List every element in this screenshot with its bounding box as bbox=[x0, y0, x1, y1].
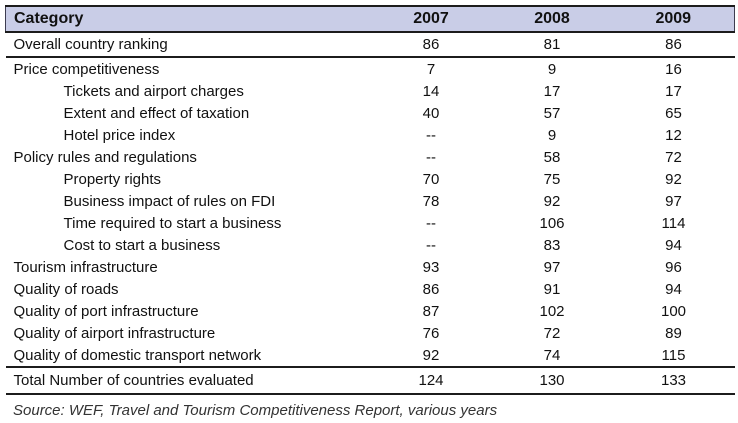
table-row: Hotel price index -- 9 12 bbox=[6, 124, 735, 146]
table-row: Business impact of rules on FDI 78 92 97 bbox=[6, 190, 735, 212]
row-value: 9 bbox=[547, 126, 557, 144]
row-value: 96 bbox=[665, 258, 682, 276]
row-value: 65 bbox=[665, 104, 682, 122]
row-value: 94 bbox=[665, 236, 682, 254]
row-value: 16 bbox=[665, 60, 682, 78]
row-value: 57 bbox=[543, 104, 561, 122]
column-header-2007: 2007 bbox=[370, 5, 492, 33]
rankings-table-container: Category 2007 2008 2009 Overall country … bbox=[5, 5, 735, 419]
total-row-value-2009: 133 bbox=[612, 366, 735, 395]
column-header-2009: 2009 bbox=[612, 5, 735, 33]
table-row: Policy rules and regulations -- 58 72 bbox=[6, 146, 735, 168]
row-value: 93 bbox=[422, 258, 440, 276]
row-value: 106 bbox=[539, 214, 565, 232]
header-row: Category 2007 2008 2009 bbox=[5, 5, 735, 33]
table-row: Cost to start a business -- 83 94 bbox=[6, 234, 735, 256]
row-label: Overall country ranking bbox=[5, 32, 371, 58]
row-label: Quality of port infrastructure bbox=[13, 302, 199, 320]
row-label: Property rights bbox=[63, 170, 162, 188]
row-value: 86 bbox=[612, 32, 735, 58]
row-value: -- bbox=[426, 148, 436, 166]
row-value: 97 bbox=[543, 258, 561, 276]
row-value: 89 bbox=[665, 324, 682, 342]
row-value: -- bbox=[426, 214, 436, 232]
row-value: 74 bbox=[543, 346, 561, 364]
row-value: 92 bbox=[543, 192, 561, 210]
row-value: 78 bbox=[422, 192, 440, 210]
row-value: 14 bbox=[422, 82, 440, 100]
row-value: -- bbox=[426, 126, 436, 144]
table-row: Tickets and airport charges 14 17 17 bbox=[6, 80, 735, 102]
total-row-value-2007: 124 bbox=[370, 366, 492, 395]
rankings-table: Category 2007 2008 2009 Overall country … bbox=[5, 5, 735, 395]
row-value: 58 bbox=[543, 148, 561, 166]
row-value: 9 bbox=[547, 60, 557, 78]
row-label: Tickets and airport charges bbox=[63, 82, 244, 100]
table-row: Extent and effect of taxation 40 57 65 bbox=[6, 102, 735, 124]
row-value: 17 bbox=[543, 82, 561, 100]
row-value: 87 bbox=[422, 302, 440, 320]
total-row-value-2008: 130 bbox=[491, 366, 613, 395]
row-value: 100 bbox=[660, 302, 687, 320]
row-label: Cost to start a business bbox=[63, 236, 221, 254]
row-value: 97 bbox=[665, 192, 682, 210]
row-value: 7 bbox=[426, 60, 436, 78]
table-row: Overall country ranking 86 81 86 bbox=[5, 32, 735, 58]
table-row: Price competitiveness 7 9 16 bbox=[6, 57, 735, 80]
total-row-label: Total Number of countries evaluated bbox=[5, 366, 371, 395]
row-label: Hotel price index bbox=[63, 126, 176, 144]
table-row: Property rights 70 75 92 bbox=[6, 168, 735, 190]
row-value: -- bbox=[426, 236, 436, 254]
row-value: 72 bbox=[543, 324, 561, 342]
row-value: 114 bbox=[661, 214, 686, 232]
row-label: Policy rules and regulations bbox=[13, 148, 197, 166]
row-label: Business impact of rules on FDI bbox=[63, 192, 276, 210]
table-row: Tourism infrastructure 93 97 96 bbox=[6, 256, 735, 278]
table-row: Time required to start a business -- 106 11… bbox=[6, 212, 735, 234]
table-row: Quality of roads 86 91 94 bbox=[6, 278, 735, 300]
row-value: 75 bbox=[543, 170, 561, 188]
row-value: 102 bbox=[539, 302, 565, 320]
column-header-category: Category bbox=[5, 5, 371, 33]
table-row: Quality of domestic transport network 92 7… bbox=[6, 344, 735, 367]
row-value: 12 bbox=[665, 126, 682, 144]
row-value: 76 bbox=[422, 324, 440, 342]
column-header-2008: 2008 bbox=[491, 5, 613, 33]
row-value: 86 bbox=[422, 280, 440, 298]
row-value: 17 bbox=[665, 82, 682, 100]
row-label: Time required to start a business bbox=[63, 214, 282, 232]
row-value: 86 bbox=[370, 32, 492, 58]
table-row: Quality of airport infrastructure 76 72 89 bbox=[6, 322, 735, 344]
row-value: 115 bbox=[661, 346, 686, 364]
total-row: Total Number of countries evaluated 124 … bbox=[5, 366, 735, 395]
row-value: 72 bbox=[665, 148, 682, 166]
row-label: Tourism infrastructure bbox=[13, 258, 158, 276]
row-value: 81 bbox=[491, 32, 613, 58]
row-value: 70 bbox=[422, 170, 440, 188]
table-body: Overall country ranking 86 81 86 Price compe… bbox=[5, 32, 735, 367]
row-value: 40 bbox=[422, 104, 440, 122]
row-value: 91 bbox=[543, 280, 561, 298]
source-note: Source: WEF, Travel and Tourism Competit… bbox=[13, 402, 498, 419]
row-value: 92 bbox=[422, 346, 440, 364]
row-label: Quality of domestic transport network bbox=[13, 346, 262, 364]
row-value: 92 bbox=[665, 170, 682, 188]
row-label: Quality of airport infrastructure bbox=[13, 324, 216, 342]
row-label: Price competitiveness bbox=[13, 60, 160, 78]
row-value: 94 bbox=[665, 280, 682, 298]
row-value: 83 bbox=[543, 236, 561, 254]
table-row: Quality of port infrastructure 87 102 100 bbox=[6, 300, 735, 322]
row-label: Quality of roads bbox=[13, 280, 119, 298]
row-label: Extent and effect of taxation bbox=[63, 104, 250, 122]
table-header: Category 2007 2008 2009 bbox=[5, 5, 735, 33]
table-footer: Total Number of countries evaluated 124 … bbox=[5, 366, 735, 395]
